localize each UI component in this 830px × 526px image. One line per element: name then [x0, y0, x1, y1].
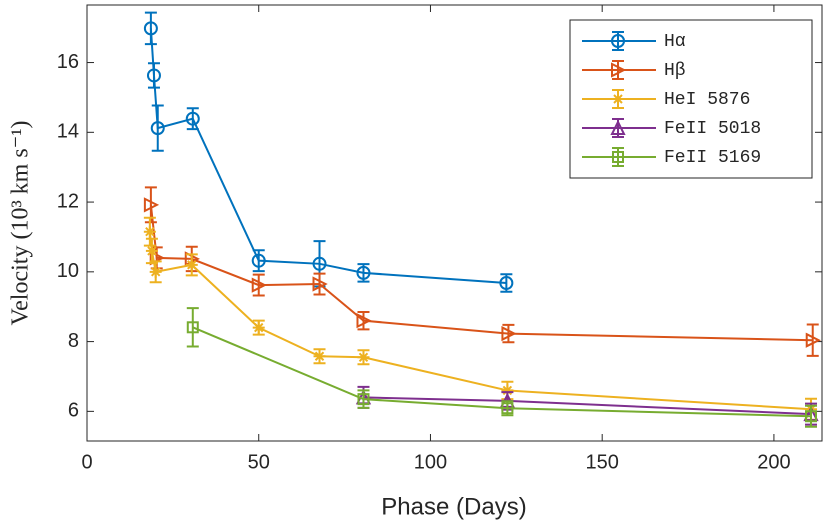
error-bar	[313, 272, 326, 296]
plot-frame	[86, 4, 823, 442]
x-tick-label: 200	[757, 451, 790, 473]
x-tick-label: 50	[248, 451, 270, 473]
series-line	[192, 326, 812, 418]
y-axis-label: Velocity (10³ km s⁻¹)	[8, 120, 34, 325]
marker	[145, 244, 158, 257]
marker	[805, 410, 818, 423]
marker	[251, 253, 266, 268]
marker	[149, 265, 162, 278]
error-bar	[144, 11, 157, 46]
marker	[357, 351, 370, 364]
error-bar	[502, 323, 515, 344]
marker	[501, 402, 514, 415]
legend: Hα Hβ HeI 5876 FeII 5018 FeII 5169	[569, 19, 813, 179]
marker	[143, 197, 160, 213]
marker	[356, 265, 371, 280]
y-tick-label: 12	[57, 190, 79, 212]
legend-errorbar	[612, 60, 624, 80]
y-tick-label: 10	[57, 260, 79, 282]
marker	[251, 277, 267, 293]
legend-marker	[611, 34, 625, 48]
marker	[185, 111, 200, 126]
legend-label: FeII 5169	[664, 148, 761, 168]
x-tick-label: 0	[81, 451, 92, 473]
y-tick-label: 14	[57, 121, 79, 143]
marker	[150, 121, 165, 136]
legend-label: Hβ	[664, 61, 686, 81]
error-bar	[186, 307, 199, 348]
x-tick-label: 150	[585, 451, 618, 473]
error-bar	[144, 186, 157, 224]
legend-label: HeI 5876	[664, 90, 750, 110]
error-bar	[252, 273, 265, 297]
marker	[312, 276, 328, 292]
legend-marker	[611, 62, 627, 78]
marker	[356, 313, 372, 329]
series	[143, 11, 514, 293]
marker	[143, 225, 156, 238]
marker	[312, 256, 327, 271]
y-tick-label: 16	[57, 51, 79, 73]
series	[186, 307, 818, 428]
x-tick-label: 100	[414, 451, 447, 473]
marker	[357, 393, 370, 406]
y-tick-label: 6	[68, 400, 79, 422]
marker	[501, 325, 517, 342]
error-bar	[357, 310, 370, 331]
legend-marker	[612, 93, 624, 105]
error-bar	[147, 62, 160, 89]
marker	[501, 384, 514, 397]
legend-marker	[612, 151, 624, 163]
marker	[499, 275, 514, 290]
marker	[146, 68, 161, 83]
marker	[313, 350, 326, 363]
marker	[186, 321, 199, 334]
error-bar	[151, 104, 164, 152]
legend-label: FeII 5018	[664, 119, 761, 139]
legend-label: Hα	[664, 32, 686, 52]
error-bar	[805, 404, 818, 428]
marker	[252, 321, 265, 334]
marker	[805, 332, 821, 348]
error-bar	[806, 323, 819, 357]
x-axis-label: Phase (Days)	[381, 493, 526, 520]
y-tick-label: 8	[68, 330, 79, 352]
marker	[143, 21, 158, 36]
marker	[185, 258, 198, 271]
legend-marker	[610, 119, 626, 135]
